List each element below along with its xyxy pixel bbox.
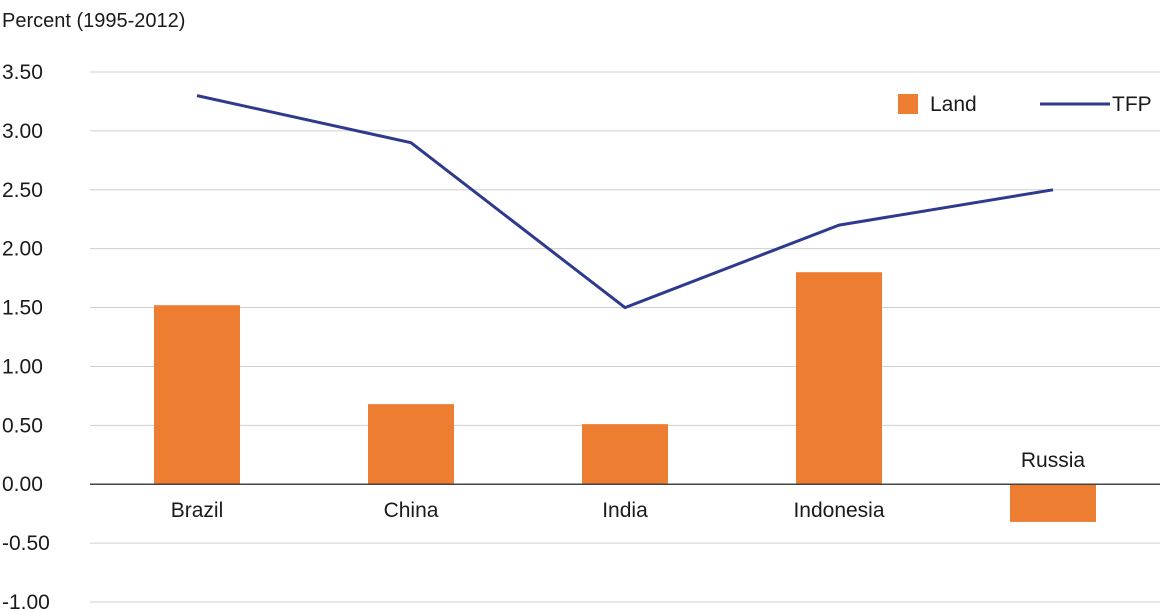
y-tick-labels: 3.50 3.00 2.50 2.00 1.50 1.00 0.50 0.00 -0.50 -1.…: [2, 61, 50, 612]
y-tick-label: 2.50: [2, 179, 43, 202]
y-tick-label: 2.00: [2, 238, 43, 261]
tfp-line-series: [196, 94, 1054, 310]
bar-indonesia: [796, 272, 882, 485]
bar-china: [368, 404, 454, 485]
category-label-china: China: [384, 499, 439, 522]
y-tick-label: 3.50: [2, 61, 43, 84]
y-axis-label: Percent (1995-2012): [2, 10, 185, 32]
y-tick-label: 0.00: [2, 473, 43, 496]
category-label-brazil: Brazil: [171, 499, 224, 522]
tfp-line: [196, 94, 1054, 310]
legend-land-swatch: [898, 94, 918, 114]
y-tick-label: -0.50: [2, 532, 50, 555]
bar-india: [582, 424, 668, 485]
y-tick-label: 0.50: [2, 414, 43, 437]
y-tick-label: 1.50: [2, 297, 43, 320]
legend-tfp-label: TFP: [1112, 93, 1152, 116]
category-label-indonesia: Indonesia: [793, 499, 884, 522]
legend: Land TFP: [898, 93, 1152, 116]
category-label-india: India: [602, 499, 648, 522]
y-tick-label: 1.00: [2, 355, 43, 378]
land-bars: [154, 272, 1096, 522]
gridlines: [90, 71, 1160, 603]
bar-brazil: [154, 305, 240, 485]
category-label-russia: Russia: [1021, 449, 1086, 472]
y-tick-label: -1.00: [2, 591, 50, 612]
category-labels: Brazil China India Indonesia Russia: [171, 449, 1086, 522]
bar-russia: [1010, 484, 1096, 522]
y-tick-label: 3.00: [2, 120, 43, 143]
legend-land-label: Land: [930, 93, 977, 116]
